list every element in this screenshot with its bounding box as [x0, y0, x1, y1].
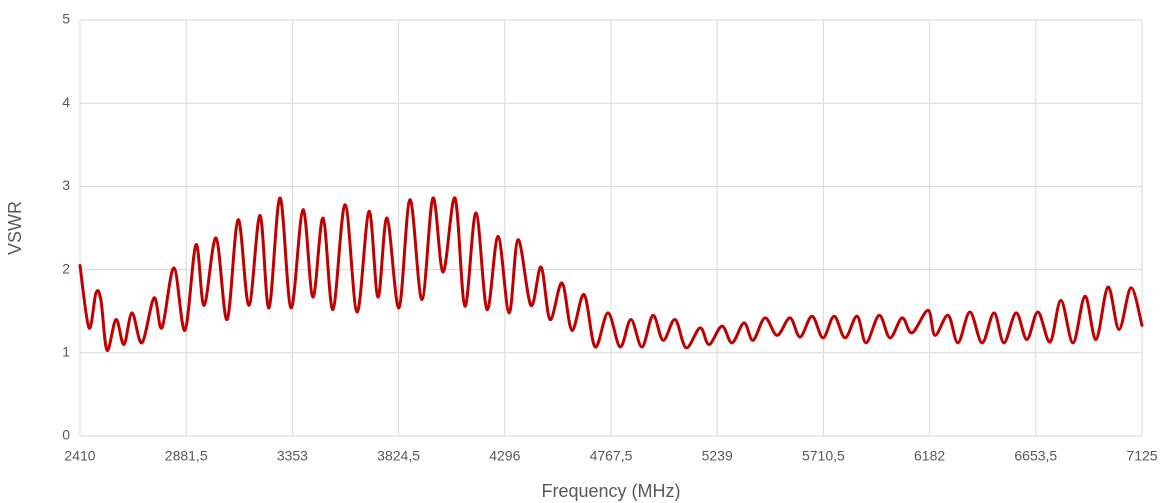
- x-tick-label: 6182: [914, 448, 945, 464]
- y-axis-title: VSWR: [5, 201, 25, 255]
- y-tick-label: 1: [62, 344, 70, 360]
- x-tick-label: 3353: [277, 448, 308, 464]
- x-axis-title: Frequency (MHz): [541, 481, 680, 501]
- y-tick-label: 2: [62, 260, 70, 276]
- x-tick-label: 5710,5: [802, 448, 845, 464]
- x-tick-label: 3824,5: [377, 448, 420, 464]
- y-tick-label: 0: [62, 427, 70, 443]
- x-tick-label: 4296: [489, 448, 520, 464]
- x-tick-label: 5239: [702, 448, 733, 464]
- data-line: [78, 196, 1144, 352]
- x-tick-label: 6653,5: [1014, 448, 1057, 464]
- y-tick-label: 5: [62, 11, 70, 27]
- x-tick-label: 2410: [64, 448, 95, 464]
- x-tick-label: 7125: [1126, 448, 1157, 464]
- y-tick-label: 4: [62, 94, 70, 110]
- x-tick-label: 4767,5: [590, 448, 633, 464]
- x-tick-label: 2881,5: [165, 448, 208, 464]
- y-tick-label: 3: [62, 177, 70, 193]
